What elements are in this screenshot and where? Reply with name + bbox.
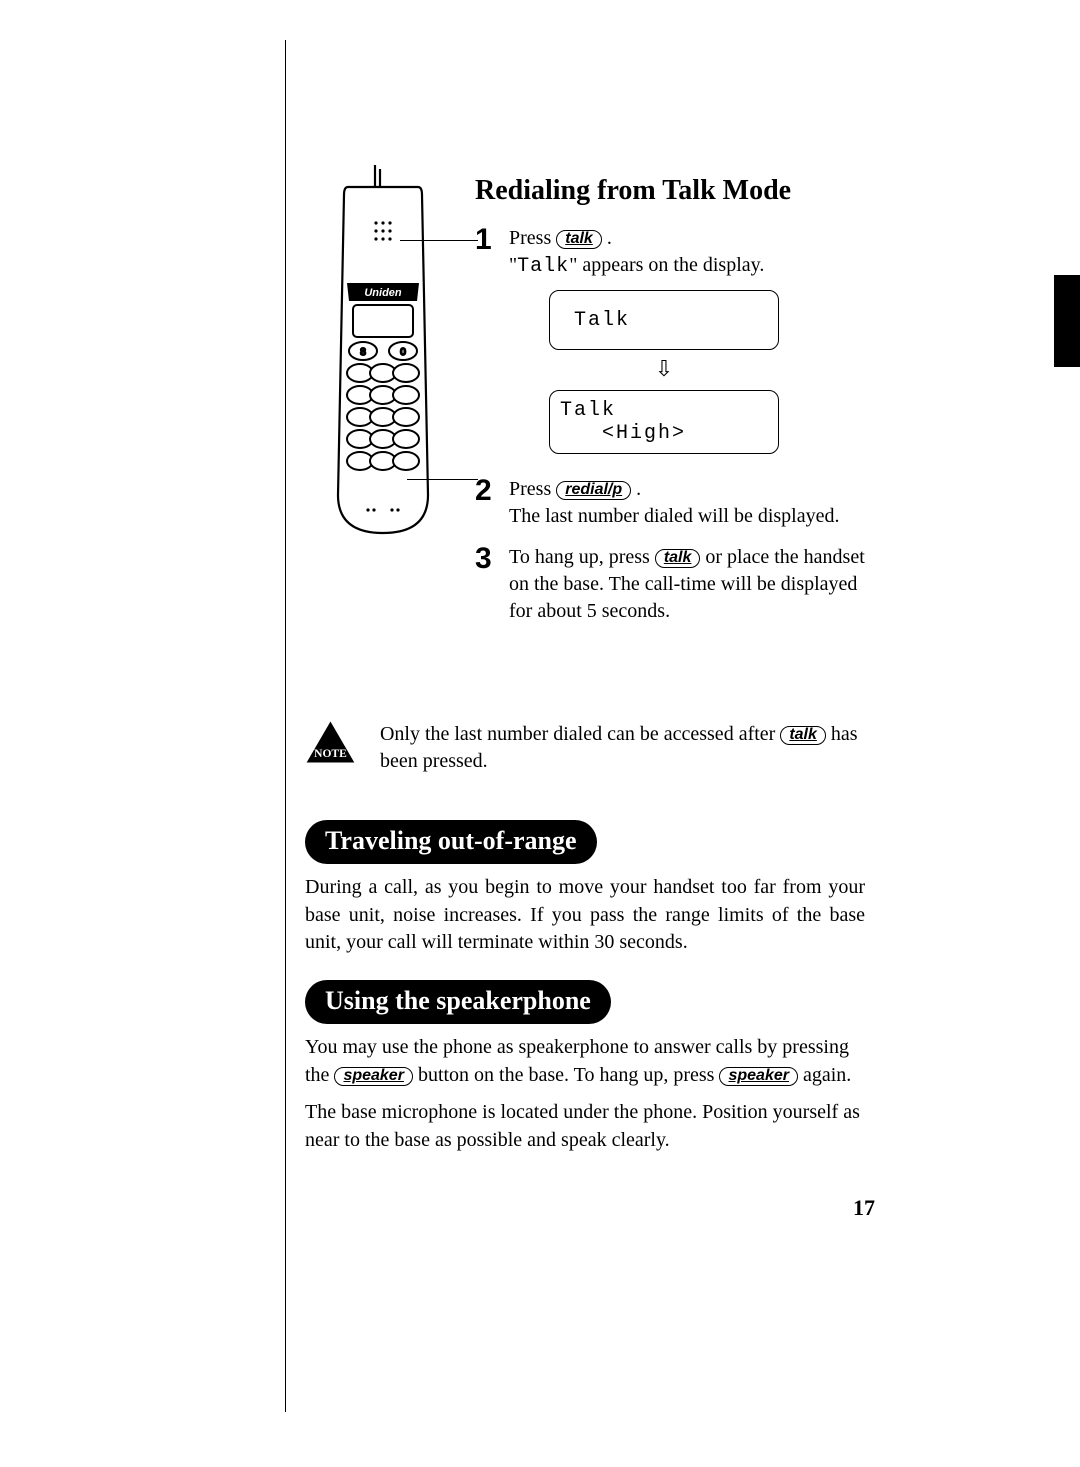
redial-button-label: redial/p xyxy=(556,481,631,500)
step-1: 1 Press talk . "Talk" appears on the dis… xyxy=(475,225,875,462)
svg-text:0: 0 xyxy=(400,347,406,358)
speaker-para-2: The base microphone is located under the… xyxy=(305,1099,865,1154)
step-2-body: Press redial/p . The last number dialed … xyxy=(509,476,839,530)
lcd-display-1: Talk xyxy=(549,290,779,350)
talk-button-label: talk xyxy=(780,726,826,745)
mono-text: Talk xyxy=(517,255,569,278)
brand-label: Uniden xyxy=(364,287,402,299)
range-heading: Traveling out-of-range xyxy=(305,820,597,864)
step-number: 1 xyxy=(475,225,509,255)
text: To hang up, press xyxy=(509,546,655,568)
text: The last number dialed will be displayed… xyxy=(509,505,839,527)
step-1-body: Press talk . "Talk" appears on the displ… xyxy=(509,225,779,462)
note-label: NOTE xyxy=(314,748,347,760)
speaker-para-1: You may use the phone as speakerphone to… xyxy=(305,1034,865,1089)
text: Press xyxy=(509,227,556,249)
lcd-line: Talk xyxy=(560,399,768,422)
step-number: 2 xyxy=(475,476,509,506)
range-body: During a call, as you begin to move your… xyxy=(305,874,865,957)
lcd-line: <High> xyxy=(560,422,768,445)
redial-title: Redialing from Talk Mode xyxy=(475,175,875,207)
step-3: 3 To hang up, press talk or place the ha… xyxy=(475,544,875,625)
speaker-button-label: speaker xyxy=(334,1067,413,1086)
leader-line-2 xyxy=(407,479,478,480)
note-block: NOTE Only the last number dialed can be … xyxy=(305,715,865,775)
speaker-section: Using the speakerphone You may use the p… xyxy=(305,980,875,1154)
leader-line-1 xyxy=(400,240,478,241)
page-number: 17 xyxy=(853,1195,875,1221)
text: " xyxy=(509,254,517,276)
text: again. xyxy=(803,1064,851,1086)
speaker-button-label: speaker xyxy=(719,1067,798,1086)
text: . xyxy=(636,478,641,500)
speaker-heading: Using the speakerphone xyxy=(305,980,611,1024)
vertical-divider xyxy=(285,40,286,1412)
text: Only the last number dialed can be acces… xyxy=(380,723,780,745)
handset-illustration: Uniden 8 0 xyxy=(308,165,458,555)
lcd-display-2: Talk <High> xyxy=(549,390,779,454)
text: . xyxy=(607,227,612,249)
talk-button-label: talk xyxy=(655,549,701,568)
step-3-body: To hang up, press talk or place the hand… xyxy=(509,544,875,625)
text: Press xyxy=(509,478,556,500)
thumb-tab xyxy=(1054,275,1080,367)
svg-text:8: 8 xyxy=(360,347,366,358)
range-section: Traveling out-of-range During a call, as… xyxy=(305,820,875,957)
note-icon: NOTE xyxy=(305,715,356,769)
manual-page: Uniden 8 0 xyxy=(0,0,1080,1467)
talk-button-label: talk xyxy=(556,230,602,249)
note-text: Only the last number dialed can be acces… xyxy=(380,715,865,775)
handset-svg: Uniden 8 0 xyxy=(308,165,458,555)
text: " appears on the display. xyxy=(569,254,764,276)
redial-section: Redialing from Talk Mode 1 Press talk . … xyxy=(475,175,875,639)
step-number: 3 xyxy=(475,544,509,574)
step-2: 2 Press redial/p . The last number diale… xyxy=(475,476,875,530)
text: button on the base. To hang up, press xyxy=(418,1064,720,1086)
down-arrow-icon: ⇩ xyxy=(549,358,779,380)
lcd-line: Talk xyxy=(560,309,768,332)
